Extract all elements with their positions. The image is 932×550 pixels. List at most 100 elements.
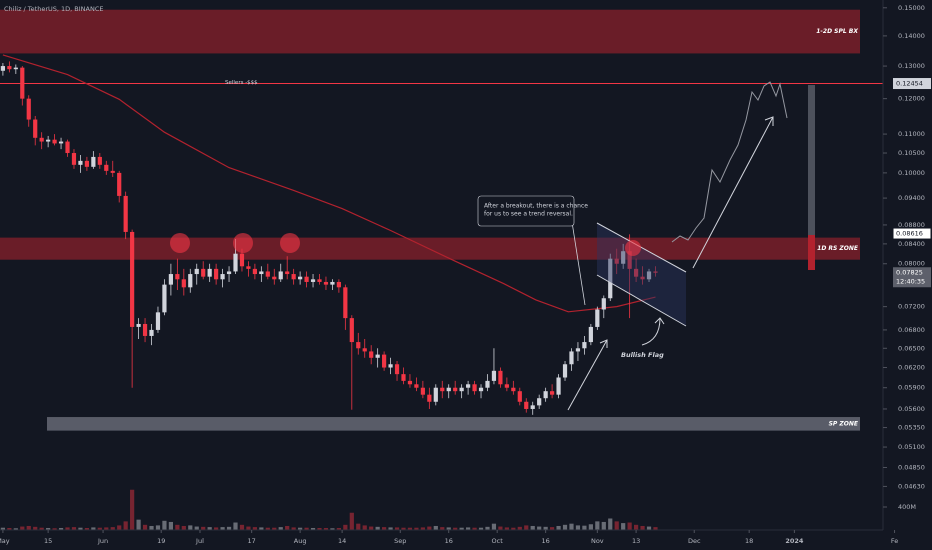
- measure-bar: [808, 85, 815, 235]
- moving-average: [2, 54, 656, 313]
- volume-bar: [272, 527, 277, 530]
- volume-bar: [285, 525, 290, 530]
- candle-body: [65, 141, 70, 154]
- volume-bar: [175, 524, 180, 530]
- candle-body: [524, 401, 529, 409]
- candle-body: [562, 364, 568, 378]
- volume-bar: [362, 525, 367, 530]
- volume-bar: [621, 523, 626, 530]
- x-tick-label: 17: [248, 537, 256, 545]
- y-tick-label: 0.04850: [898, 464, 925, 472]
- volume: [0, 489, 658, 530]
- volume-bar: [71, 527, 77, 530]
- zones: 1-2D SPL BX 1D RS ZONE SP ZONE Sellers -$$$: [0, 9, 883, 431]
- volume-bar: [323, 527, 329, 530]
- volume-bar: [582, 525, 587, 530]
- zone: [47, 417, 860, 431]
- volume-bar: [194, 526, 199, 530]
- candle-body: [472, 384, 477, 392]
- rejection-circle: [233, 233, 253, 253]
- price-tag: [892, 227, 932, 240]
- candle-body: [214, 268, 219, 280]
- candle-body: [394, 364, 400, 375]
- volume-bar: [517, 526, 522, 530]
- candle-body: [414, 384, 419, 388]
- flag-upper: [596, 222, 687, 273]
- volume-bar: [453, 527, 458, 530]
- x-tick-label: Oct: [492, 537, 504, 545]
- volume-bar: [382, 527, 387, 530]
- y-tick-label: 0.05350: [898, 424, 925, 432]
- volume-bar: [317, 527, 322, 530]
- volume-bar: [39, 527, 44, 530]
- candle-body: [52, 139, 57, 144]
- candle-body: [614, 258, 619, 264]
- zone-label: 1D RS ZONE: [817, 245, 859, 252]
- last-price-label: 0.07825: [896, 269, 923, 277]
- volume-bar: [220, 527, 225, 530]
- volume-bar: [123, 521, 128, 530]
- candle-body: [336, 281, 341, 288]
- candle-body: [369, 351, 374, 358]
- volume-bar: [394, 527, 400, 530]
- volume-bar: [646, 526, 652, 530]
- volume-bar: [478, 527, 484, 530]
- candle-body: [491, 370, 497, 381]
- volume-bar: [336, 527, 341, 530]
- volume-bar: [252, 527, 257, 530]
- volume-bar: [388, 527, 393, 530]
- y-tick-label: 0.08800: [898, 221, 925, 229]
- volume-bar: [608, 518, 613, 530]
- candle-body: [349, 318, 354, 343]
- candle-body: [175, 274, 180, 280]
- candle-body: [201, 268, 206, 277]
- candle-body: [427, 394, 432, 402]
- volume-bar: [58, 527, 64, 530]
- candle-body: [440, 387, 445, 392]
- y-tick-label: 0.05900: [898, 384, 925, 392]
- volume-bar: [136, 519, 141, 530]
- callout-box: [477, 195, 575, 227]
- volume-bar: [498, 526, 503, 530]
- candle-body: [13, 67, 18, 70]
- volume-bar: [110, 527, 115, 530]
- x-tick-label: May: [0, 537, 10, 545]
- x-tick-label: 13: [632, 537, 640, 545]
- candle-body: [601, 298, 606, 310]
- volume-bar: [278, 527, 283, 530]
- volume-bar: [291, 527, 296, 530]
- candle-body: [78, 160, 83, 165]
- volume-bar: [427, 526, 432, 530]
- candle-body: [168, 274, 173, 285]
- candle-body: [382, 354, 387, 368]
- volume-bar: [246, 526, 251, 530]
- candle-body: [149, 329, 154, 336]
- volume-bar: [375, 526, 380, 530]
- volume-bar: [459, 527, 464, 530]
- candle-body: [207, 268, 212, 277]
- volume-bar: [26, 525, 31, 530]
- candle-body: [226, 271, 232, 275]
- volume-bar: [466, 527, 471, 530]
- volume-bar: [46, 527, 51, 530]
- candle-body: [162, 284, 167, 313]
- candle-body: [646, 271, 652, 280]
- volume-bar: [614, 521, 619, 530]
- volume-bar: [653, 527, 658, 530]
- volume-bar: [446, 527, 451, 530]
- candle-body: [233, 253, 238, 272]
- volume-bar: [84, 527, 90, 530]
- sellers-label: Sellers -$$$: [225, 80, 258, 86]
- last-price-tag: [893, 267, 931, 288]
- candle-body: [640, 276, 645, 280]
- candle-body: [569, 351, 574, 365]
- arrowhead: [654, 317, 665, 325]
- volume-bar: [310, 527, 316, 530]
- candle-body: [433, 387, 438, 402]
- candle-body: [278, 271, 283, 280]
- volume-bar: [343, 524, 348, 530]
- chart-title: Chiliz / TetherUS, 1D, BINANCE: [4, 5, 104, 13]
- volume-bar: [633, 524, 639, 530]
- candle-body: [7, 66, 12, 70]
